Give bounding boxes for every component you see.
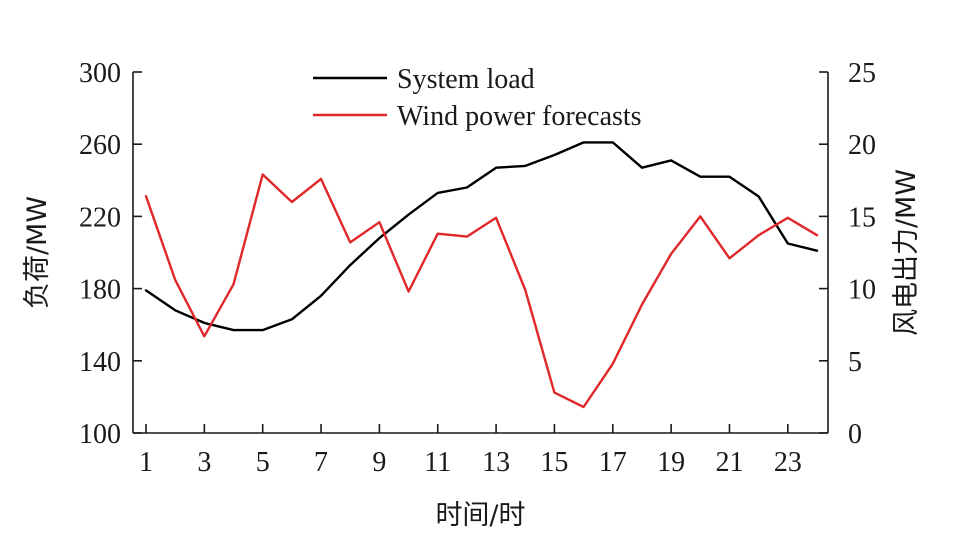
x-tick-label: 5 xyxy=(256,447,270,478)
x-tick-label: 23 xyxy=(774,447,802,478)
right-y-tick-label: 25 xyxy=(848,58,876,89)
right-y-tick-label: 0 xyxy=(848,419,862,450)
series-lines xyxy=(144,141,819,409)
left-y-axis-ticks: 100 140 180 220 260 300 xyxy=(79,58,142,450)
right-y-tick-label: 10 xyxy=(848,275,876,306)
x-tick-label: 7 xyxy=(314,447,328,478)
x-tick-label: 11 xyxy=(424,447,451,478)
left-y-tick-label: 220 xyxy=(79,202,121,233)
left-y-tick-label: 180 xyxy=(79,275,121,306)
right-y-axis-ticks: 0 5 10 15 20 25 xyxy=(819,58,876,450)
x-tick-label: 1 xyxy=(139,447,153,478)
right-y-axis-title: 风电出力/MW xyxy=(891,169,922,336)
legend-label: Wind power forecasts xyxy=(397,101,642,132)
left-y-tick-label: 140 xyxy=(79,347,121,378)
left-y-tick-label: 260 xyxy=(79,130,121,161)
legend-label: System load xyxy=(397,64,535,95)
series-line-wind-power-forecasts xyxy=(144,173,819,409)
right-y-tick-label: 5 xyxy=(848,347,862,378)
x-axis-title: 时间/时 xyxy=(435,500,525,531)
left-y-tick-label: 300 xyxy=(79,58,121,89)
x-tick-label: 21 xyxy=(715,447,743,478)
right-y-tick-label: 15 xyxy=(848,202,876,233)
x-tick-label: 9 xyxy=(372,447,386,478)
x-axis-ticks: 1 3 5 7 9 11 13 15 17 19 21 23 xyxy=(139,424,802,478)
x-tick-label: 3 xyxy=(197,447,211,478)
series-line-system-load xyxy=(144,141,819,332)
left-y-tick-label: 100 xyxy=(79,419,121,450)
right-y-tick-label: 20 xyxy=(848,130,876,161)
x-tick-label: 13 xyxy=(482,447,510,478)
x-tick-label: 19 xyxy=(657,447,685,478)
x-tick-label: 17 xyxy=(599,447,627,478)
axes xyxy=(132,72,829,434)
legend: System load Wind power forecasts xyxy=(313,64,642,132)
x-tick-label: 15 xyxy=(540,447,568,478)
left-y-axis-title: 负荷/MW xyxy=(22,196,53,309)
